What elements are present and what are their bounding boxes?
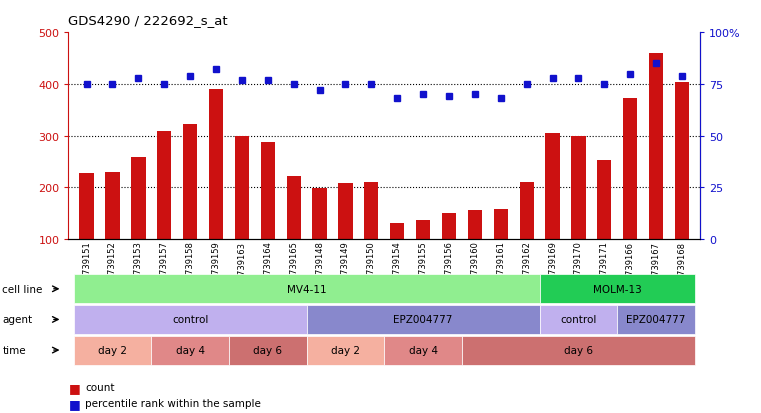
Bar — [442, 214, 456, 240]
Text: day 4: day 4 — [409, 345, 438, 355]
Bar — [209, 90, 223, 240]
Text: EPZ004777: EPZ004777 — [393, 315, 453, 325]
Text: day 4: day 4 — [176, 345, 205, 355]
Bar — [416, 221, 430, 240]
Bar — [235, 136, 249, 240]
Bar — [261, 142, 275, 240]
Bar — [520, 183, 533, 240]
Bar — [79, 173, 94, 240]
Text: MV4-11: MV4-11 — [287, 284, 326, 294]
Text: count: count — [85, 382, 115, 392]
Text: GDS4290 / 222692_s_at: GDS4290 / 222692_s_at — [68, 14, 228, 27]
Bar — [494, 210, 508, 240]
Text: control: control — [172, 315, 209, 325]
Text: day 6: day 6 — [253, 345, 282, 355]
Bar — [546, 134, 559, 240]
Bar — [105, 173, 119, 240]
Text: control: control — [560, 315, 597, 325]
Bar — [158, 132, 171, 240]
Text: cell line: cell line — [2, 284, 43, 294]
Bar — [649, 54, 664, 240]
Bar — [597, 161, 611, 240]
Text: day 2: day 2 — [98, 345, 127, 355]
Bar — [572, 136, 585, 240]
Bar — [131, 158, 145, 240]
Text: day 6: day 6 — [564, 345, 593, 355]
Bar — [339, 184, 352, 240]
Bar — [287, 177, 301, 240]
Bar — [390, 223, 404, 240]
Text: percentile rank within the sample: percentile rank within the sample — [85, 398, 261, 408]
Text: agent: agent — [2, 315, 33, 325]
Bar — [675, 83, 689, 240]
Bar — [183, 125, 197, 240]
Bar — [313, 189, 326, 240]
Text: MOLM-13: MOLM-13 — [593, 284, 642, 294]
Bar — [468, 210, 482, 240]
Text: time: time — [2, 345, 26, 355]
Bar — [365, 183, 378, 240]
Text: day 2: day 2 — [331, 345, 360, 355]
Text: EPZ004777: EPZ004777 — [626, 315, 686, 325]
Text: ■: ■ — [68, 381, 80, 394]
Text: ■: ■ — [68, 396, 80, 410]
Bar — [623, 99, 638, 240]
